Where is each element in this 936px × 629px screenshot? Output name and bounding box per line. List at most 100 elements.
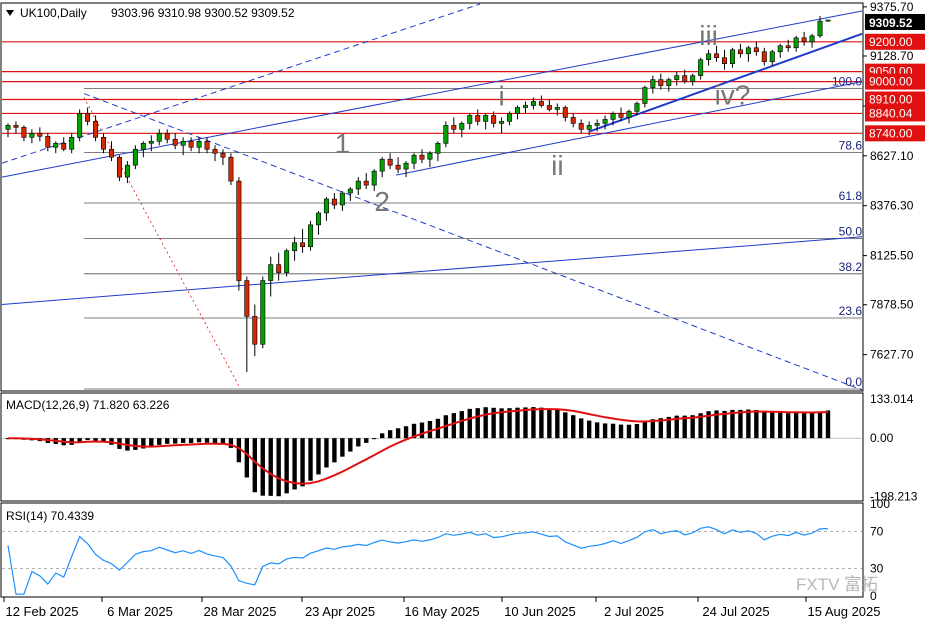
candle-body[interactable] (331, 198, 337, 206)
candle-body[interactable] (538, 101, 544, 106)
candle-body[interactable] (188, 140, 194, 148)
candle-body[interactable] (308, 224, 314, 248)
candle-body[interactable] (292, 242, 298, 252)
candle-body[interactable] (546, 105, 552, 110)
candle-body[interactable] (61, 142, 67, 150)
candle-body[interactable] (355, 180, 361, 190)
candle-body[interactable] (642, 87, 648, 104)
candle-body[interactable] (53, 142, 59, 148)
candle-body[interactable] (371, 170, 377, 186)
dropdown-triangle-icon[interactable] (6, 10, 14, 16)
candle-body[interactable] (45, 136, 51, 148)
candle-body[interactable] (268, 264, 274, 281)
candle-body[interactable] (172, 138, 178, 146)
candle-body[interactable] (570, 117, 576, 124)
candle-body[interactable] (785, 45, 791, 49)
candle-body[interactable] (260, 280, 266, 345)
candle-body[interactable] (252, 316, 258, 345)
candle-body[interactable] (515, 107, 521, 114)
candle-body[interactable] (411, 154, 417, 164)
candle-body[interactable] (196, 140, 202, 148)
candle-body[interactable] (132, 148, 138, 166)
candle-body[interactable] (682, 75, 688, 82)
candle-body[interactable] (777, 45, 783, 53)
candle-body[interactable] (610, 113, 616, 120)
candle-body[interactable] (491, 115, 497, 124)
candle-body[interactable] (363, 180, 369, 186)
candle-body[interactable] (530, 101, 536, 106)
candle-body[interactable] (650, 79, 656, 88)
candle-body[interactable] (220, 152, 226, 158)
candle-body[interactable] (825, 19, 831, 22)
candle-body[interactable] (522, 105, 528, 108)
candle-body[interactable] (101, 137, 107, 150)
candle-body[interactable] (737, 49, 743, 55)
candle-body[interactable] (634, 103, 640, 112)
candle-body[interactable] (714, 53, 720, 59)
candle-body[interactable] (809, 35, 815, 43)
candle-body[interactable] (93, 121, 99, 138)
candle-body[interactable] (475, 115, 481, 122)
candle-body[interactable] (228, 156, 234, 182)
candle-body[interactable] (451, 125, 457, 130)
candle-body[interactable] (37, 133, 43, 137)
candle-body[interactable] (124, 164, 130, 178)
candle-body[interactable] (419, 154, 425, 160)
candle-body[interactable] (586, 125, 592, 130)
candle-body[interactable] (427, 152, 433, 160)
candle-body[interactable] (148, 140, 154, 144)
candle-body[interactable] (626, 111, 632, 118)
candle-body[interactable] (483, 115, 489, 122)
candle-body[interactable] (300, 242, 306, 248)
candle-body[interactable] (690, 75, 696, 82)
candle-body[interactable] (706, 53, 712, 61)
candle-body[interactable] (85, 113, 91, 122)
candle-body[interactable] (164, 133, 170, 140)
candle-body[interactable] (443, 125, 449, 144)
candle-body[interactable] (204, 140, 210, 150)
candle-body[interactable] (467, 115, 473, 124)
candle-body[interactable] (578, 123, 584, 130)
candle-body[interactable] (387, 158, 393, 166)
candle-body[interactable] (729, 49, 735, 64)
candle-body[interactable] (761, 51, 767, 63)
candle-body[interactable] (801, 37, 807, 43)
candle-body[interactable] (674, 75, 680, 80)
candle-body[interactable] (562, 107, 568, 118)
candle-body[interactable] (347, 188, 353, 194)
candle-body[interactable] (140, 142, 146, 150)
candle-body[interactable] (594, 123, 600, 126)
candle-body[interactable] (180, 140, 186, 146)
candle-body[interactable] (323, 198, 329, 214)
candle-body[interactable] (403, 162, 409, 170)
candle-body[interactable] (602, 119, 608, 124)
candle-body[interactable] (156, 133, 162, 142)
candle-body[interactable] (817, 20, 823, 37)
candle-body[interactable] (769, 51, 775, 63)
candle-body[interactable] (554, 107, 560, 110)
candle-body[interactable] (339, 192, 345, 206)
candle-body[interactable] (116, 156, 122, 178)
candle-body[interactable] (5, 125, 11, 130)
candle-body[interactable] (29, 133, 35, 138)
candle-body[interactable] (212, 148, 218, 154)
candle-body[interactable] (21, 127, 27, 138)
candle-body[interactable] (753, 47, 759, 53)
candle-body[interactable] (793, 37, 799, 49)
candle-body[interactable] (315, 212, 321, 226)
candle-body[interactable] (395, 164, 401, 170)
candle-body[interactable] (745, 47, 751, 55)
candle-body[interactable] (459, 123, 465, 130)
candle-body[interactable] (618, 113, 624, 118)
candle-body[interactable] (499, 121, 505, 124)
candle-body[interactable] (13, 125, 19, 128)
candle-body[interactable] (698, 59, 704, 76)
candle-body[interactable] (77, 113, 83, 138)
candle-body[interactable] (507, 113, 513, 122)
candle-body[interactable] (276, 264, 282, 273)
candle-body[interactable] (722, 57, 727, 64)
candle-body[interactable] (379, 158, 385, 172)
candle-body[interactable] (435, 142, 441, 154)
candle-body[interactable] (284, 250, 290, 273)
